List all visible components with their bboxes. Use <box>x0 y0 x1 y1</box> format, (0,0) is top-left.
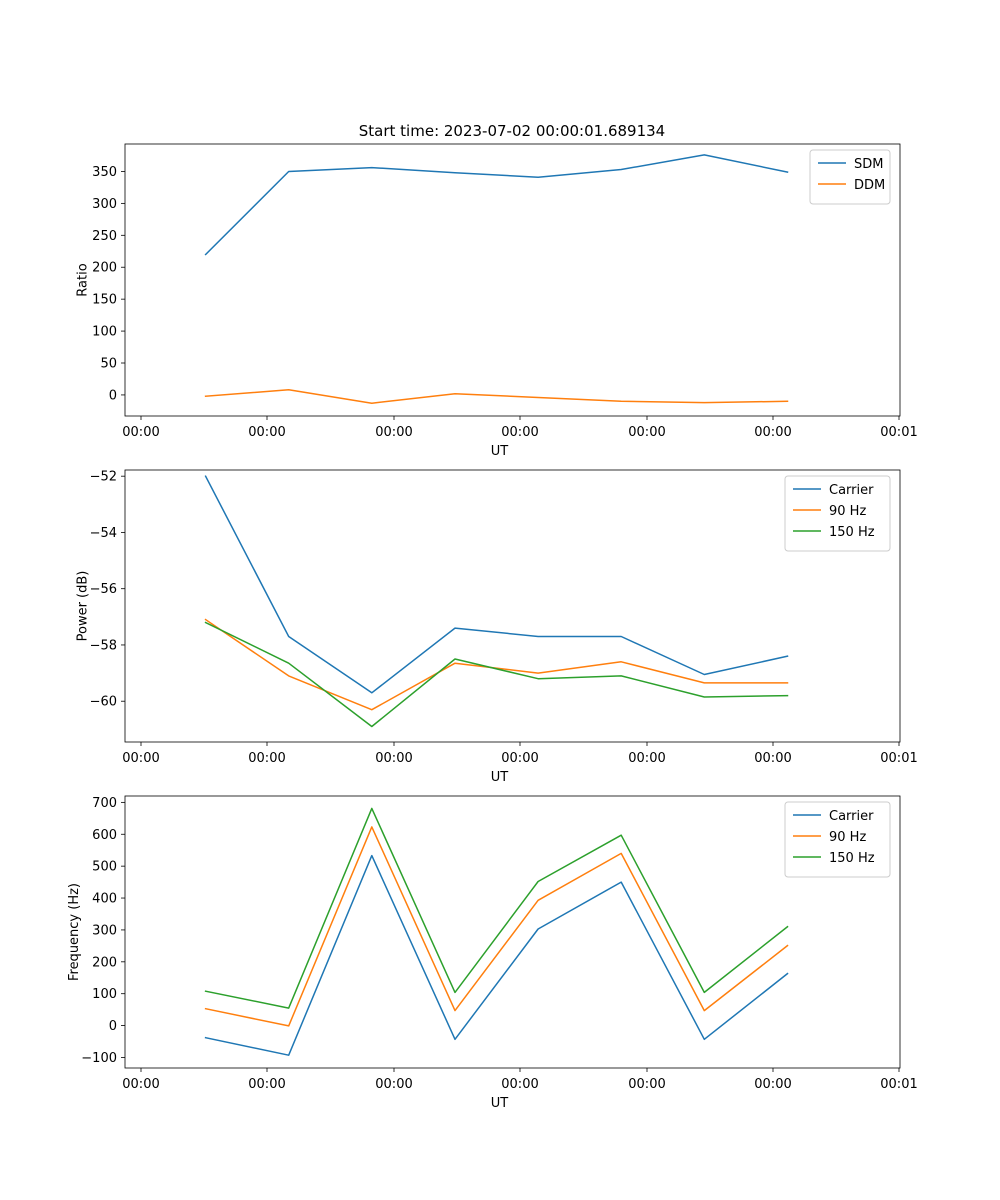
power-x-tick-label: 00:00 <box>122 751 159 766</box>
frequency-legend: Carrier 90 Hz 150 Hz <box>784 801 891 878</box>
legend-entry-label: 150 Hz <box>829 851 875 866</box>
legend-entry-label: DDM <box>854 178 885 193</box>
power-x-axis-label: UT <box>491 770 509 785</box>
ratio-y-tick-label: 50 <box>100 357 117 372</box>
power-x-tick-label: 00:00 <box>375 751 412 766</box>
frequency-y-tick-label: 600 <box>92 828 117 843</box>
frequency-y-tick-label: 400 <box>92 892 117 907</box>
legend-entry-label: Carrier <box>829 483 874 498</box>
power-legend: Carrier 90 Hz 150 Hz <box>784 475 891 552</box>
power-axes-frame <box>124 469 901 743</box>
frequency-y-tick-label: 0 <box>109 1019 117 1034</box>
ratio-y-tick-label: 300 <box>92 197 117 212</box>
ratio-axes-frame <box>124 143 901 417</box>
power-y-tick-label: −58 <box>90 638 117 653</box>
ratio-x-tick-label: 00:00 <box>628 425 665 440</box>
frequency-y-tick-label: 100 <box>92 987 117 1002</box>
legend-entry-label: SDM <box>854 157 883 172</box>
ratio-y-tick-label: 350 <box>92 165 117 180</box>
ratio-y-tick-label: 150 <box>92 293 117 308</box>
ratio-y-tick-label: 0 <box>109 388 117 403</box>
ratio-y-tick-label: 100 <box>92 325 117 340</box>
frequency-y-tick-label: 200 <box>92 955 117 970</box>
power-x-tick-label: 00:00 <box>754 751 791 766</box>
frequency-series-150-hz <box>204 807 789 1009</box>
power-x-tick-label: 00:00 <box>628 751 665 766</box>
legend-entry-label: Carrier <box>829 809 874 824</box>
power-y-tick-label: −52 <box>90 470 117 485</box>
frequency-x-tick-label: 00:00 <box>501 1077 538 1092</box>
frequency-x-tick-label: 00:00 <box>248 1077 285 1092</box>
frequency-x-axis-label: UT <box>491 1096 509 1111</box>
ratio-x-axis-label: UT <box>491 444 509 459</box>
figure-title: Start time: 2023-07-02 00:00:01.689134 <box>359 122 665 140</box>
legend-entry-label: 90 Hz <box>829 504 866 519</box>
legend-entry-label: 150 Hz <box>829 525 875 540</box>
power-y-tick-label: −60 <box>90 695 117 710</box>
frequency-axes-frame <box>124 795 901 1069</box>
frequency-x-tick-label: 00:00 <box>754 1077 791 1092</box>
frequency-series-90-hz <box>204 826 789 1027</box>
frequency-y-tick-label: −100 <box>81 1051 117 1066</box>
frequency-x-tick-label: 00:00 <box>122 1077 159 1092</box>
ratio-y-axis-label: Ratio <box>75 263 90 296</box>
ratio-x-tick-label: 00:00 <box>375 425 412 440</box>
power-y-tick-label: −56 <box>90 582 117 597</box>
power-subplot: 00:00 00:00 00:00 00:00 00:00 00:00 00:01 −60 −5… <box>75 469 918 785</box>
ratio-y-tick-label: 250 <box>92 229 117 244</box>
power-x-tick-label: 00:01 <box>880 751 917 766</box>
legend-entry-label: 90 Hz <box>829 830 866 845</box>
frequency-y-tick-label: 500 <box>92 860 117 875</box>
ratio-series-sdm <box>204 154 789 256</box>
ratio-x-tick-label: 00:00 <box>754 425 791 440</box>
frequency-y-tick-label: 700 <box>92 796 117 811</box>
frequency-x-tick-label: 00:00 <box>628 1077 665 1092</box>
ratio-subplot: 00:00 00:00 00:00 00:00 00:00 00:00 00:01 0 50 10… <box>75 143 918 459</box>
power-x-tick-label: 00:00 <box>501 751 538 766</box>
frequency-subplot: 00:00 00:00 00:00 00:00 00:00 00:00 00:01 −100 0… <box>67 795 918 1111</box>
power-y-tick-label: −54 <box>90 526 117 541</box>
frequency-x-tick-label: 00:01 <box>880 1077 917 1092</box>
frequency-y-axis-label: Frequency (Hz) <box>67 883 82 981</box>
ratio-x-tick-label: 00:00 <box>248 425 285 440</box>
power-series-carrier <box>204 475 789 694</box>
frequency-y-tick-label: 300 <box>92 923 117 938</box>
ratio-legend: SDM DDM <box>809 149 891 205</box>
power-series-150-hz <box>204 621 789 728</box>
frequency-series-carrier <box>204 854 789 1056</box>
ratio-x-tick-label: 00:01 <box>880 425 917 440</box>
ratio-series-ddm <box>204 389 789 404</box>
ratio-x-tick-label: 00:00 <box>122 425 159 440</box>
frequency-x-tick-label: 00:00 <box>375 1077 412 1092</box>
ratio-y-tick-label: 200 <box>92 261 117 276</box>
power-x-tick-label: 00:00 <box>248 751 285 766</box>
ratio-x-tick-label: 00:00 <box>501 425 538 440</box>
power-y-axis-label: Power (dB) <box>75 571 90 642</box>
